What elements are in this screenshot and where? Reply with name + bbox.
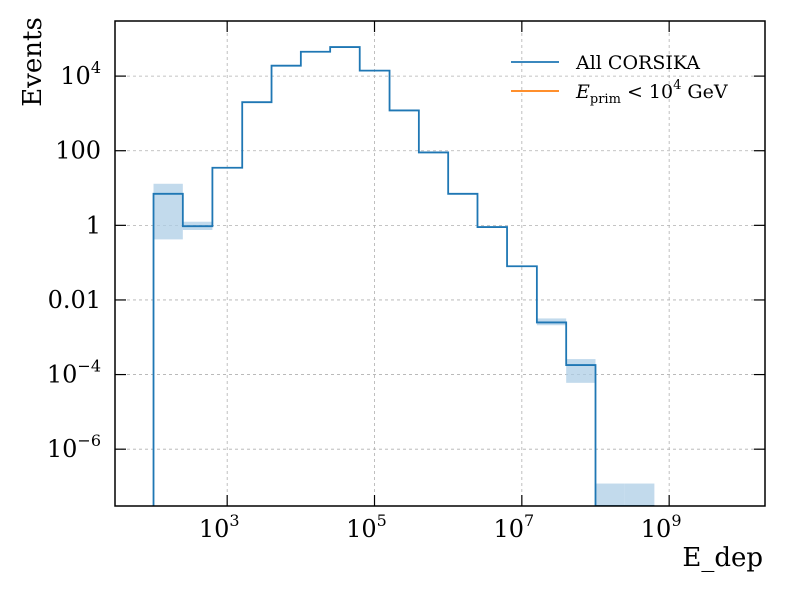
y-tick-label: 10−4 <box>47 357 101 389</box>
legend-label-eprim: Eprim < 104 GeV <box>575 78 728 107</box>
y-tick-labels: 10−6 10−4 0.01 1 100 104 <box>47 58 101 463</box>
x-tick-label: 103 <box>199 511 240 543</box>
legend: All CORSIKA Eprim < 104 GeV <box>511 52 728 107</box>
uncertainty-band <box>566 359 596 383</box>
y-tick-label: 0.01 <box>48 286 101 314</box>
x-tick-label: 105 <box>346 511 387 543</box>
grid-lines <box>115 21 765 506</box>
x-tick-label: 109 <box>641 511 682 543</box>
series-lines <box>152 46 655 506</box>
y-tick-label: 100 <box>55 137 101 165</box>
y-tick-label: 10−6 <box>47 431 101 463</box>
x-tick-labels: 103 105 107 109 <box>199 511 682 543</box>
legend-label-all-corsika: All CORSIKA <box>575 52 700 74</box>
y-tick-label: 104 <box>60 58 101 90</box>
uncertainty-band <box>153 183 183 240</box>
uncertainty-band <box>595 483 625 506</box>
uncertainty-band <box>624 483 655 506</box>
plot-frame <box>114 20 766 507</box>
y-axis-label: Events <box>18 17 48 107</box>
series-all-corsika-step <box>152 46 655 506</box>
x-axis-label: E_dep <box>682 543 763 573</box>
y-tick-label: 1 <box>86 211 101 239</box>
x-tick-label: 107 <box>493 511 534 543</box>
axis-ticks <box>115 21 765 506</box>
